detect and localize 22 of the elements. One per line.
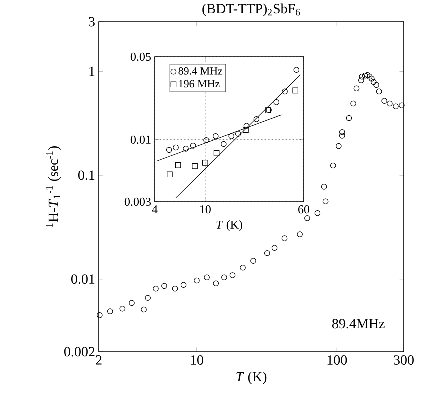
x-tick-label: 60: [298, 206, 310, 214]
legend-label: 89.4 MHz: [178, 67, 223, 75]
x-tick-label: 300: [394, 356, 414, 365]
y-tick-label: 0.1: [78, 170, 95, 180]
y-tick-label: 0.05: [130, 52, 152, 62]
y-axis-title: $^{1}$H-T$_{1}$$^{-1}$ (sec$^{-1}$): [46, 146, 62, 228]
legend-label: 196 MHz: [179, 80, 220, 88]
x-axis-title: T (K): [236, 372, 267, 385]
x-tick-label: 4: [152, 206, 158, 214]
y-tick-label: 0.01: [72, 274, 95, 284]
x-tick-label: 10: [200, 206, 211, 214]
y-tick-label: 3: [89, 17, 95, 27]
y-tick-label: 0.01: [130, 136, 151, 144]
x-axis-title: T (K): [216, 220, 242, 232]
x-tick-label: 10: [191, 356, 204, 365]
annotation: 89.4MHz: [332, 319, 385, 329]
y-tick-label: 1: [90, 66, 95, 76]
x-tick-label: 100: [328, 356, 348, 365]
y-tick-label: 0.003: [124, 198, 152, 206]
chart-title: (BDT-TTP)$_{2}$SbF$_{6}$: [202, 4, 300, 16]
y-tick-label: 0.002: [64, 347, 95, 357]
x-tick-label: 2: [96, 356, 102, 365]
